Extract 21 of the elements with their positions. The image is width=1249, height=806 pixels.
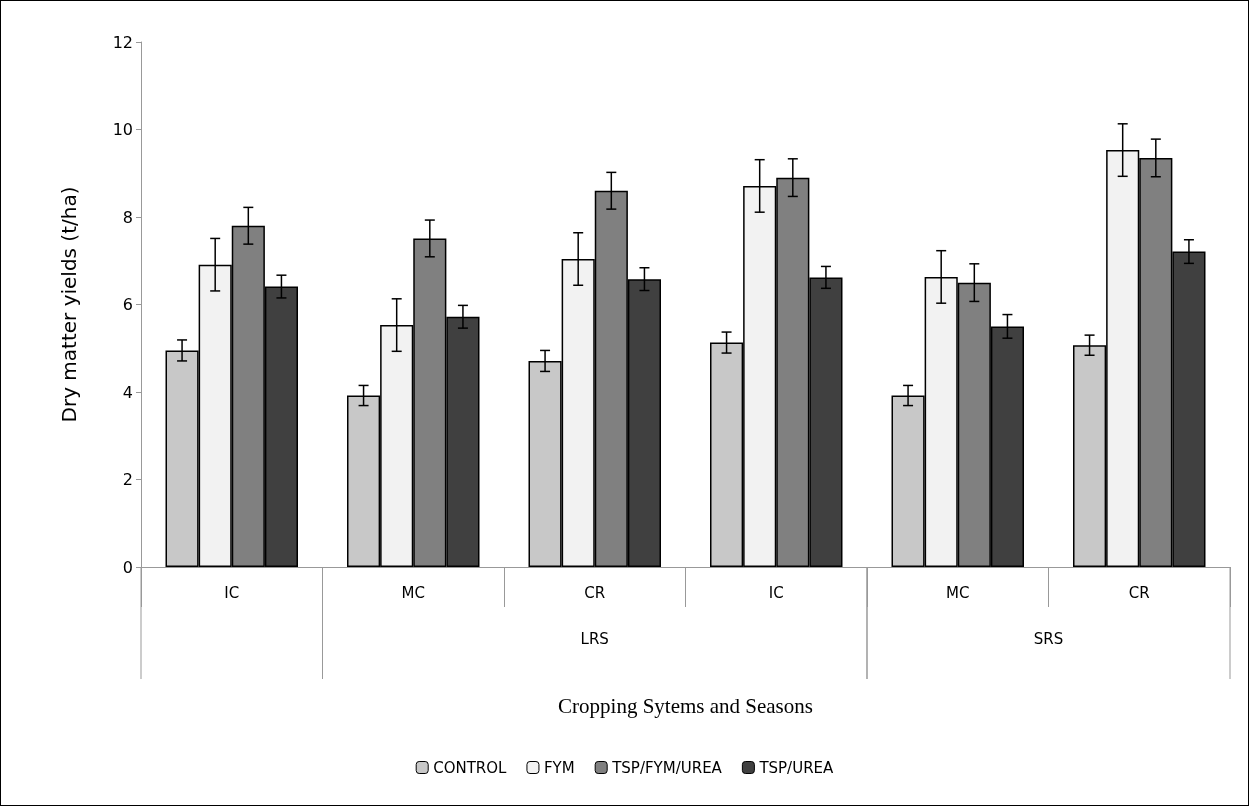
text: LRS (580, 630, 609, 648)
y-tick-label: 10 (112, 120, 133, 139)
x-tick-label: MC (401, 583, 425, 602)
x-axis-title: Cropping Sytems and Seasons (558, 693, 813, 718)
x-tick-label: IC (224, 583, 240, 602)
legend-label: TSP/FYM/UREA (611, 758, 723, 777)
y-tick-label: 0 (122, 557, 133, 577)
y-tick-label: 8 (122, 207, 133, 227)
x-tick-label: IC (768, 583, 784, 602)
x-tick-label: MC (946, 583, 970, 602)
y-tick-label: 12 (112, 32, 133, 52)
x-tick-label: CR (584, 583, 606, 602)
y-axis-title: Dry matter yields (t/ha) (57, 186, 81, 423)
legend-label: CONTROL (433, 758, 508, 777)
legend-label: FYM (543, 758, 575, 777)
x-tick-label: CR (1128, 583, 1150, 602)
y-tick-label: 2 (122, 470, 133, 489)
legend-label: TSP/UREA (758, 758, 835, 777)
text: SRS (1033, 630, 1064, 648)
y-tick-label: 6 (122, 295, 133, 314)
y-tick-label: 4 (122, 382, 133, 402)
